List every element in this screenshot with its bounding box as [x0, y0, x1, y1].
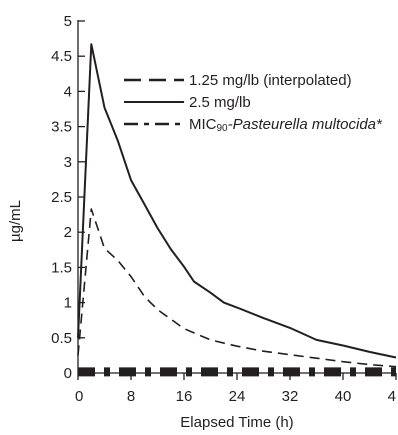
legend-label-2.5-mg-lb: 2.5 mg/lb — [189, 94, 251, 111]
y-tick-label: 4.5 — [51, 48, 72, 65]
legend-label-mic90: MIC90-Pasteurella multocida* — [189, 116, 383, 134]
x-tick-label: 8 — [127, 388, 135, 405]
legend-item-mic90: MIC90-Pasteurella multocida* — [124, 116, 383, 134]
x-tick-label: 40 — [335, 388, 352, 405]
legend-label-mic90-suffix: -Pasteurella multocida* — [228, 116, 383, 133]
x-tick-label: 16 — [176, 388, 193, 405]
x-tick-label: 24 — [229, 388, 246, 405]
y-tick-label: 3 — [64, 154, 72, 171]
series-layer — [77, 43, 397, 377]
legend-item-2.5-mg-lb: 2.5 mg/lb — [124, 94, 251, 111]
y-tick-label: 1 — [64, 295, 72, 312]
y-axis: 0 0.5 1 1.5 2 2.5 3 3.5 4 4.5 5 — [51, 13, 85, 382]
legend: 1.25 mg/lb (interpolated) 2.5 mg/lb MIC9… — [124, 72, 383, 134]
legend-label-1.25-mg-lb: 1.25 mg/lb (interpolated) — [189, 72, 352, 89]
y-tick-label: 4 — [64, 83, 72, 100]
legend-label-mic90-subscript: 90 — [217, 123, 229, 134]
y-tick-label: 2.5 — [51, 189, 72, 206]
y-tick-label: 0 — [64, 365, 72, 382]
x-axis-label: Elapsed Time (h) — [180, 414, 293, 431]
y-tick-label: 3.5 — [51, 119, 72, 136]
y-axis-label: µg/mL — [7, 200, 24, 242]
x-tick-label: 0 — [75, 388, 83, 405]
x-tick-label: 4 — [388, 388, 396, 405]
series-line-2.5-mg-lb — [77, 43, 397, 359]
x-tick-label: 32 — [282, 388, 299, 405]
legend-item-1.25-mg-lb: 1.25 mg/lb (interpolated) — [124, 72, 352, 89]
y-tick-label: 1.5 — [51, 259, 72, 276]
y-tick-label: 5 — [64, 13, 72, 30]
y-tick-label: 2 — [64, 224, 72, 241]
y-tick-label: 0.5 — [51, 330, 72, 347]
legend-label-mic90-prefix: MIC — [189, 116, 217, 133]
series-line-1.25-mg-lb — [77, 208, 397, 368]
x-axis: 0 8 16 24 32 40 4 — [75, 372, 397, 405]
